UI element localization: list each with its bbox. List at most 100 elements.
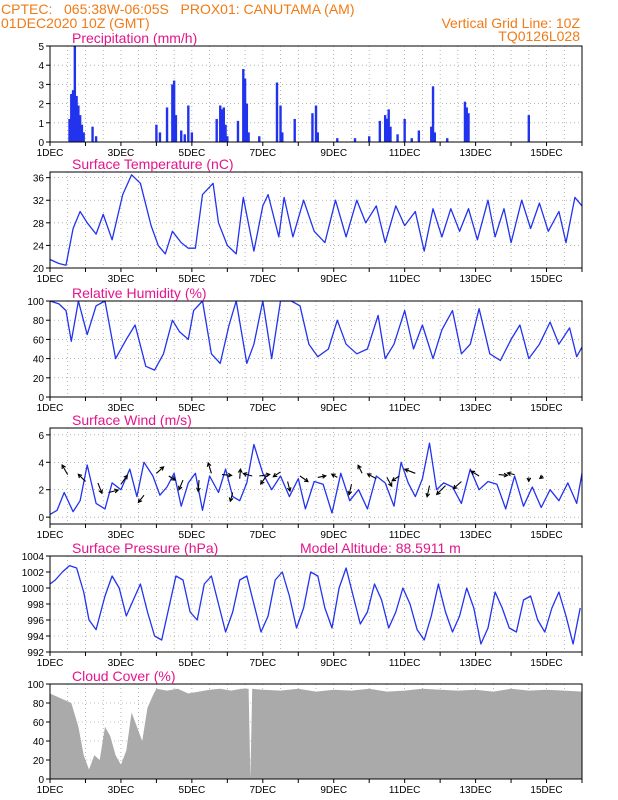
x-tick-label: 5DEC xyxy=(179,403,206,414)
panel-frame xyxy=(49,171,583,269)
x-tick-label: 5DEC xyxy=(179,274,206,285)
precip-bar xyxy=(389,126,392,142)
y-tick-label: 1000 xyxy=(22,584,45,595)
y-tick-label: 100 xyxy=(27,680,44,691)
precip-bar xyxy=(75,95,78,142)
y-tick-label: 20 xyxy=(33,374,45,385)
precip-bar xyxy=(410,138,413,142)
precip-bar xyxy=(314,105,318,142)
x-tick-label: 3DEC xyxy=(108,403,135,414)
y-tick-label: 2 xyxy=(38,486,44,497)
wind-vector-arrow xyxy=(470,470,480,477)
wind-vector-arrow xyxy=(386,477,393,488)
x-tick-label: 15DEC xyxy=(530,530,562,541)
panel-cloud: 0 20 40 60 80 100 1DEC 3DEC 5DEC 7DEC 9DEC 11DEC 13D… xyxy=(27,668,583,796)
x-tick-label: 3DEC xyxy=(108,530,135,541)
x-tick-label: 11DEC xyxy=(389,785,421,796)
precip-bar xyxy=(527,115,530,142)
wind-vector-arrow xyxy=(196,480,201,493)
precip-bar xyxy=(353,138,357,142)
wind-vector-arrow xyxy=(317,474,327,479)
precip-bar xyxy=(279,105,282,142)
y-tick-label: 24 xyxy=(33,241,45,252)
wind-vector-arrow xyxy=(61,464,69,475)
y-tick-label: 5 xyxy=(38,42,44,53)
x-tick-label: 5DEC xyxy=(179,658,206,669)
precip-bar xyxy=(247,132,250,142)
y-tick-label: 60 xyxy=(33,335,45,346)
wind-vector-arrow xyxy=(242,472,253,477)
y-tick-label: 20 xyxy=(33,756,45,767)
precip-bar xyxy=(77,105,80,142)
precip-bar xyxy=(73,46,77,142)
series-line xyxy=(49,300,583,371)
precip-bar xyxy=(463,101,467,142)
x-tick-label: 15DEC xyxy=(530,658,562,669)
x-tick-label: 13DEC xyxy=(459,274,491,285)
y-tick-label: 40 xyxy=(33,737,45,748)
panel-title: Surface Temperature (nC) xyxy=(72,156,234,172)
wind-vector-arrow xyxy=(452,481,462,490)
wind-vector-arrow xyxy=(347,484,353,496)
wind-vector-arrow xyxy=(403,468,416,474)
y-tick-label: 20 xyxy=(33,264,45,275)
wind-vector-arrow xyxy=(435,485,446,496)
precip-bar xyxy=(383,115,387,142)
y-tick-label: 1002 xyxy=(22,568,45,579)
panel-precip: 0 1 2 3 4 5 1DEC 3DEC 5DEC 7DEC 9DEC 11DEC 13DEC 15DE… xyxy=(37,30,583,159)
x-tick-label: 13DEC xyxy=(459,785,491,796)
y-tick-label: 3 xyxy=(38,80,44,91)
precip-bar xyxy=(378,120,382,142)
precip-bar xyxy=(243,78,247,142)
x-tick-label: 3DEC xyxy=(108,148,135,159)
x-tick-label: 11DEC xyxy=(389,530,421,541)
wind-vector-arrow xyxy=(178,479,184,491)
series-line xyxy=(49,564,581,645)
wind-vector-arrow xyxy=(97,482,103,495)
x-tick-label: 7DEC xyxy=(249,403,276,414)
panel-title: Relative Humidity (%) xyxy=(72,285,207,301)
x-tick-label: 13DEC xyxy=(459,148,491,159)
precip-bar xyxy=(258,136,261,142)
wind-vector-arrow xyxy=(108,488,120,494)
y-tick-label: 1004 xyxy=(22,552,45,563)
panel-frame xyxy=(49,683,583,780)
x-tick-label: 7DEC xyxy=(249,530,276,541)
x-tick-label: 15DEC xyxy=(530,148,562,159)
precip-bar xyxy=(91,126,94,142)
precip-bar xyxy=(71,90,75,142)
precip-bar xyxy=(224,124,227,142)
precip-bar xyxy=(174,115,178,142)
x-tick-label: 1DEC xyxy=(37,403,64,414)
wind-vector-arrow xyxy=(526,477,532,483)
y-tick-label: 28 xyxy=(33,219,45,230)
precip-bar xyxy=(70,94,73,142)
y-tick-label: 4 xyxy=(38,458,44,469)
x-tick-label: 7DEC xyxy=(249,658,276,669)
y-tick-label: 992 xyxy=(27,648,44,659)
wind-vector-arrow xyxy=(168,475,177,481)
series-line xyxy=(49,442,583,515)
precip-bar xyxy=(171,84,174,142)
wind-vector-arrow xyxy=(237,467,243,479)
x-tick-label: 15DEC xyxy=(530,785,562,796)
panel-temperature: 20 24 28 32 36 1DEC 3DEC 5DEC 7DEC 9DEC 11DEC 13DEC… xyxy=(33,156,583,285)
x-tick-label: 7DEC xyxy=(249,785,276,796)
panel-title: Surface Wind (m/s) xyxy=(72,412,192,428)
x-tick-label: 9DEC xyxy=(320,785,347,796)
precip-bar xyxy=(385,118,389,142)
precip-bar xyxy=(158,132,162,142)
precip-bar xyxy=(293,118,296,142)
x-tick-label: 11DEC xyxy=(389,658,421,669)
y-tick-label: 2 xyxy=(38,100,44,111)
wind-vector-arrow xyxy=(286,481,292,493)
wind-vector-arrow xyxy=(120,474,128,485)
x-tick-label: 1DEC xyxy=(37,785,64,796)
y-tick-label: 80 xyxy=(33,699,45,710)
y-tick-label: 996 xyxy=(27,616,44,627)
y-tick-label: 60 xyxy=(33,718,45,729)
precip-bar xyxy=(78,115,82,142)
x-tick-label: 3DEC xyxy=(108,274,135,285)
precip-bar xyxy=(220,109,224,142)
x-tick-label: 5DEC xyxy=(179,785,206,796)
